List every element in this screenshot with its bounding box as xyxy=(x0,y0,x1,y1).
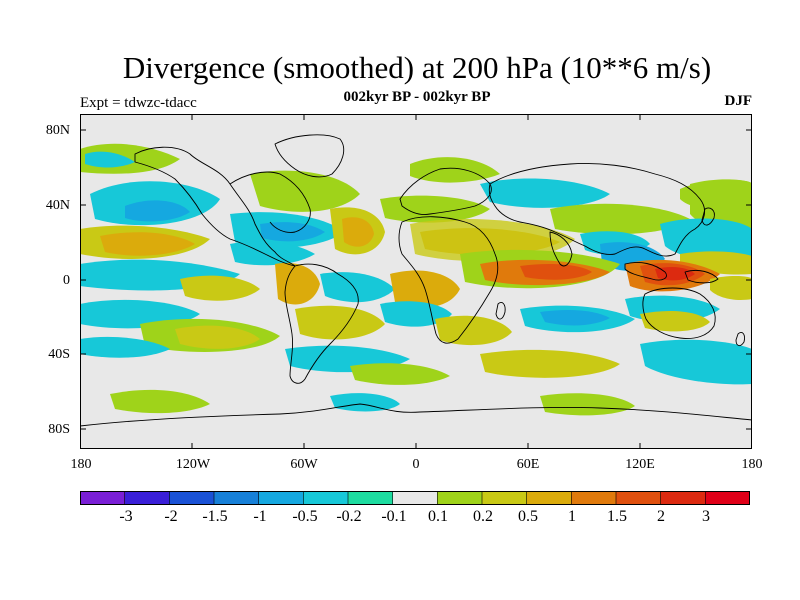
colorbar-label: 1 xyxy=(568,508,576,525)
contour-green-natl xyxy=(250,170,360,212)
colorbar-cell xyxy=(124,491,171,505)
colorbar-label: 0.5 xyxy=(518,508,538,525)
contour-yellow-aus xyxy=(640,310,710,332)
colorbar-label: -0.1 xyxy=(381,508,407,525)
contour-blue-npac xyxy=(125,200,190,222)
plot-subtitle: 002kyr BP - 002kyr BP xyxy=(343,89,491,105)
colorbar-cell xyxy=(526,491,573,505)
colorbar-label: -1 xyxy=(253,508,267,525)
lat-label-40s: 40S xyxy=(48,347,70,362)
coastline-europe xyxy=(399,167,492,215)
colorbar-label: 1.5 xyxy=(607,508,627,525)
lat-label-80n: 80N xyxy=(45,123,70,138)
coastline-africa xyxy=(398,216,499,344)
contour-cyan-arctic-west xyxy=(85,151,135,168)
contour-yellow-wpac-eq xyxy=(710,275,752,300)
colorbar-cell xyxy=(213,491,260,505)
colorbar-cell xyxy=(80,491,126,505)
colorbar-label: 0.1 xyxy=(428,508,448,525)
colorbar-label: -0.5 xyxy=(292,508,318,525)
axis-ticks xyxy=(80,114,752,449)
season-label: DJF xyxy=(724,93,753,109)
contour-cyan-so-pac xyxy=(80,336,170,358)
colorbar-cell xyxy=(615,491,662,505)
colorbar-cell xyxy=(392,491,439,505)
contour-yellow-safr xyxy=(435,315,512,346)
colorbar-label: 0.2 xyxy=(473,508,493,525)
contour-blue-sio xyxy=(540,310,610,326)
colorbar-cell xyxy=(347,491,394,505)
contour-yellow-satl xyxy=(295,305,385,340)
contour-red-io-eq xyxy=(520,264,592,280)
lat-label-80s: 80S xyxy=(48,422,70,437)
contour-orange-samer xyxy=(275,262,320,305)
lon-label-180e: 180 xyxy=(741,457,763,472)
contour-green-asia xyxy=(550,203,690,235)
colorbar-cell xyxy=(705,491,750,505)
contour-cyan-atl-eq xyxy=(320,272,395,303)
coastline-madagascar xyxy=(495,301,506,320)
contour-darkred-mc xyxy=(655,266,695,281)
coastline-asia xyxy=(488,163,706,257)
colorbar-cell xyxy=(481,491,528,505)
colorbar-label: 3 xyxy=(702,508,710,525)
contour-cyan-asia xyxy=(480,178,610,208)
coastline-india xyxy=(549,231,573,267)
coastline-indonesia xyxy=(624,261,667,281)
lon-label-120w: 120W xyxy=(175,457,211,472)
colorbar-cell xyxy=(571,491,617,505)
lon-label-60e: 60E xyxy=(516,457,540,472)
lat-label-40n: 40N xyxy=(45,198,70,213)
coastline-new-zealand xyxy=(735,331,745,347)
contour-orange-npac-sub xyxy=(100,232,195,256)
coastline-japan xyxy=(701,207,715,226)
contour-green-eu xyxy=(380,195,490,223)
contour-green-so-atl xyxy=(350,363,450,385)
contour-yellow-spac xyxy=(175,325,260,349)
coastline-new-guinea xyxy=(684,269,719,284)
contour-yellow-so-io xyxy=(480,349,620,378)
contour-fills xyxy=(80,143,752,416)
contour-cyan-satl xyxy=(380,301,452,327)
colorbar-label: -0.2 xyxy=(336,508,362,525)
colorbar xyxy=(80,491,750,505)
lon-label-60w: 60W xyxy=(290,457,318,472)
contour-cyan-so-aus xyxy=(640,339,752,385)
contour-orange-atl-sub xyxy=(342,217,374,247)
contour-yellow-epac-eq xyxy=(180,275,260,301)
colorbar-cell xyxy=(169,491,215,505)
colorbar-label: -2 xyxy=(164,508,178,525)
colorbar-cell xyxy=(437,491,483,505)
coastline-australia xyxy=(642,287,716,339)
coastline-north-america-east xyxy=(229,171,311,233)
contour-green-far-south-2 xyxy=(540,393,635,416)
colorbar-cell xyxy=(303,491,349,505)
experiment-label: Expt = tdwzc-tdacc xyxy=(80,95,197,111)
colorbar-label: -1.5 xyxy=(202,508,228,525)
divergence-map xyxy=(80,114,752,449)
colorbar-cells xyxy=(80,491,750,505)
lon-label-0: 0 xyxy=(412,457,420,472)
lat-label-0: 0 xyxy=(63,273,70,288)
contour-blue-natl xyxy=(260,222,325,242)
lon-label-120e: 120E xyxy=(625,457,655,472)
contour-green-arctic-east xyxy=(410,157,500,183)
colorbar-label: -3 xyxy=(119,508,133,525)
contour-cyan-far-south xyxy=(330,393,400,412)
plot-title: Divergence (smoothed) at 200 hPa (10**6 … xyxy=(122,50,712,85)
coastline-antarctica xyxy=(80,403,752,427)
colorbar-cell xyxy=(258,491,305,505)
coastline-greenland xyxy=(274,134,345,178)
colorbar-cell xyxy=(660,491,707,505)
contour-green-far-south xyxy=(110,389,210,414)
coastline-south-america xyxy=(284,263,359,384)
lon-label-180w: 180 xyxy=(70,457,92,472)
contour-cyan-wpac-n xyxy=(660,218,752,261)
coastlines xyxy=(80,134,752,427)
colorbar-border xyxy=(80,491,750,505)
colorbar-label: 2 xyxy=(657,508,665,525)
